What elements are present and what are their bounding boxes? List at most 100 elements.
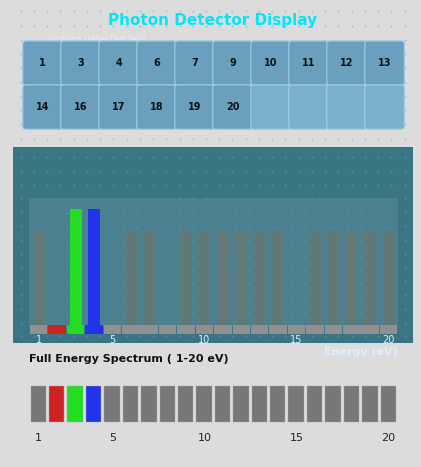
FancyBboxPatch shape bbox=[23, 85, 62, 129]
Bar bbox=[307, 386, 322, 422]
Bar bbox=[123, 386, 138, 422]
Text: 10: 10 bbox=[197, 433, 211, 443]
FancyBboxPatch shape bbox=[99, 41, 139, 85]
Bar bbox=[215, 386, 230, 422]
FancyBboxPatch shape bbox=[99, 85, 139, 129]
Bar bbox=[251, 325, 269, 334]
Text: 5: 5 bbox=[109, 335, 115, 345]
FancyBboxPatch shape bbox=[61, 85, 101, 129]
Bar bbox=[159, 325, 176, 334]
Bar bbox=[254, 231, 266, 327]
FancyBboxPatch shape bbox=[327, 41, 366, 85]
Bar bbox=[143, 231, 155, 327]
Bar bbox=[364, 231, 376, 327]
Bar bbox=[104, 325, 121, 334]
Bar bbox=[383, 231, 394, 327]
Text: 3: 3 bbox=[77, 58, 84, 68]
FancyBboxPatch shape bbox=[23, 41, 62, 85]
Text: 20: 20 bbox=[226, 102, 240, 112]
Bar bbox=[177, 325, 195, 334]
Text: 18: 18 bbox=[150, 102, 163, 112]
Text: 19: 19 bbox=[188, 102, 201, 112]
Bar bbox=[343, 325, 360, 334]
FancyBboxPatch shape bbox=[327, 85, 366, 129]
FancyBboxPatch shape bbox=[175, 41, 214, 85]
Bar bbox=[235, 231, 247, 327]
FancyBboxPatch shape bbox=[137, 41, 176, 85]
Text: 1: 1 bbox=[36, 335, 42, 345]
FancyBboxPatch shape bbox=[251, 85, 290, 129]
Text: 15: 15 bbox=[290, 335, 303, 345]
Bar bbox=[141, 325, 158, 334]
Bar bbox=[217, 231, 229, 327]
Bar bbox=[86, 386, 101, 422]
Text: 1: 1 bbox=[39, 58, 46, 68]
Text: Energy (eV): Energy (eV) bbox=[324, 347, 398, 357]
Text: 5: 5 bbox=[109, 433, 116, 443]
Bar bbox=[309, 231, 321, 327]
Bar bbox=[196, 325, 213, 334]
Bar bbox=[288, 386, 304, 422]
Bar bbox=[67, 386, 83, 422]
Bar bbox=[344, 386, 359, 422]
Bar bbox=[88, 209, 100, 327]
Bar bbox=[198, 231, 210, 327]
Bar bbox=[31, 386, 46, 422]
Bar bbox=[214, 325, 232, 334]
Text: 9: 9 bbox=[229, 58, 236, 68]
FancyBboxPatch shape bbox=[365, 41, 405, 85]
Bar bbox=[325, 386, 341, 422]
Bar bbox=[30, 325, 48, 334]
Bar bbox=[13, 147, 413, 343]
Text: 20: 20 bbox=[381, 433, 396, 443]
Bar bbox=[346, 231, 358, 327]
Bar bbox=[232, 325, 250, 334]
Text: 6: 6 bbox=[153, 58, 160, 68]
Bar bbox=[67, 325, 84, 334]
FancyBboxPatch shape bbox=[213, 85, 253, 129]
FancyBboxPatch shape bbox=[61, 41, 101, 85]
Bar bbox=[272, 231, 284, 327]
Bar bbox=[362, 325, 379, 334]
Bar bbox=[33, 231, 45, 327]
FancyBboxPatch shape bbox=[175, 85, 214, 129]
Bar bbox=[180, 231, 192, 327]
FancyBboxPatch shape bbox=[289, 85, 328, 129]
Bar bbox=[85, 325, 103, 334]
Bar bbox=[325, 325, 342, 334]
Bar bbox=[122, 325, 139, 334]
Text: 11: 11 bbox=[302, 58, 315, 68]
Text: 12: 12 bbox=[340, 58, 353, 68]
Text: 10: 10 bbox=[264, 58, 277, 68]
FancyBboxPatch shape bbox=[213, 41, 253, 85]
Bar bbox=[306, 325, 324, 334]
Bar bbox=[49, 386, 64, 422]
Text: 16: 16 bbox=[74, 102, 88, 112]
Bar bbox=[270, 386, 285, 422]
Bar bbox=[233, 386, 249, 422]
Text: Full Energy Spectrum ( 1-20 eV): Full Energy Spectrum ( 1-20 eV) bbox=[29, 354, 228, 364]
Bar bbox=[125, 231, 137, 327]
Text: 15: 15 bbox=[290, 433, 304, 443]
Bar bbox=[380, 325, 397, 334]
Bar bbox=[288, 325, 305, 334]
Bar bbox=[196, 386, 212, 422]
Text: 20: 20 bbox=[382, 335, 395, 345]
Bar bbox=[269, 325, 287, 334]
Bar bbox=[252, 386, 267, 422]
Bar bbox=[160, 386, 175, 422]
FancyBboxPatch shape bbox=[251, 41, 290, 85]
FancyBboxPatch shape bbox=[137, 85, 176, 129]
Bar bbox=[362, 386, 378, 422]
Bar bbox=[381, 386, 396, 422]
Text: 13: 13 bbox=[378, 58, 392, 68]
Bar bbox=[104, 386, 120, 422]
Text: photons detected (eV): photons detected (eV) bbox=[45, 35, 146, 44]
FancyBboxPatch shape bbox=[289, 41, 328, 85]
Text: 10: 10 bbox=[198, 335, 210, 345]
Text: 14: 14 bbox=[36, 102, 49, 112]
Text: Photon Detector Display: Photon Detector Display bbox=[108, 13, 317, 28]
Text: 4: 4 bbox=[115, 58, 122, 68]
Text: 7: 7 bbox=[191, 58, 198, 68]
Bar bbox=[141, 386, 157, 422]
